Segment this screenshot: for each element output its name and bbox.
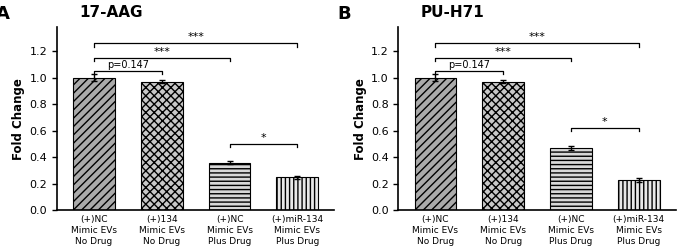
Y-axis label: Fold Change: Fold Change	[354, 78, 367, 160]
Bar	[482, 82, 524, 210]
Text: ***: ***	[495, 47, 511, 57]
Text: ***: ***	[187, 32, 204, 42]
Text: p=0.147: p=0.147	[107, 60, 149, 70]
Text: *: *	[602, 117, 607, 127]
Text: *: *	[260, 133, 266, 143]
Bar	[209, 163, 250, 210]
Text: p=0.147: p=0.147	[448, 60, 490, 70]
Bar	[550, 148, 592, 210]
Bar	[141, 82, 183, 210]
Text: 17-AAG: 17-AAG	[79, 5, 143, 20]
Text: ***: ***	[154, 47, 170, 57]
Text: PU-H71: PU-H71	[420, 5, 484, 20]
Bar	[276, 177, 318, 210]
Text: A: A	[0, 5, 10, 23]
Y-axis label: Fold Change: Fold Change	[12, 78, 25, 160]
Text: B: B	[337, 5, 351, 23]
Text: ***: ***	[528, 32, 545, 42]
Bar	[415, 78, 456, 210]
Bar	[73, 78, 115, 210]
Bar	[617, 180, 660, 210]
